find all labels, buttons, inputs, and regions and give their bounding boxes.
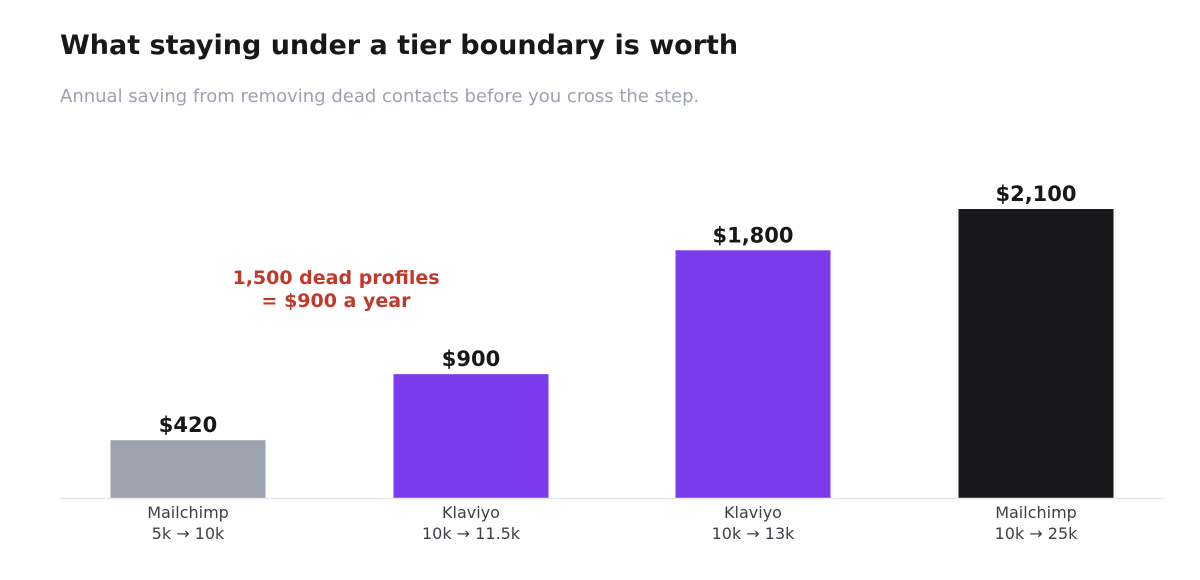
bar-3 <box>675 250 831 498</box>
x-tick-label-3-line-1: Klaviyo <box>724 503 782 522</box>
bar-4 <box>958 209 1114 498</box>
x-tick-label-1-line-1: Mailchimp <box>147 503 229 522</box>
x-tick-label-1-line-2: 5k → 10k <box>152 524 225 543</box>
x-tick-label-2-line-1: Klaviyo <box>442 503 500 522</box>
annotation: 1,500 dead profiles= $900 a year <box>232 267 439 312</box>
annotation-line-2: = $900 a year <box>262 290 412 312</box>
x-tick-label-4-line-1: Mailchimp <box>995 503 1077 522</box>
bar-value-label-1: $420 <box>159 413 217 437</box>
bar-value-label-2: $900 <box>442 347 500 371</box>
chart-title: What staying under a tier boundary is wo… <box>60 30 739 61</box>
annotation-line-1: 1,500 dead profiles <box>232 267 439 289</box>
bar-value-label-4: $2,100 <box>995 182 1076 206</box>
x-tick-label-4-line-2: 10k → 25k <box>995 524 1079 543</box>
tick-labels-group: Mailchimp 5k → 10k Klaviyo 10k → 11.5k Klavi… <box>147 503 1078 543</box>
bar-2 <box>393 374 549 498</box>
bar-1 <box>110 440 266 498</box>
x-tick-label-3-line-2: 10k → 13k <box>712 524 796 543</box>
chart-subtitle: Annual saving from removing dead contact… <box>60 86 700 107</box>
x-tick-label-2-line-2: 10k → 11.5k <box>422 524 521 543</box>
bar-value-label-3: $1,800 <box>712 223 793 247</box>
bars-group: $420 $900 $1,800 $2,100 <box>110 182 1114 498</box>
